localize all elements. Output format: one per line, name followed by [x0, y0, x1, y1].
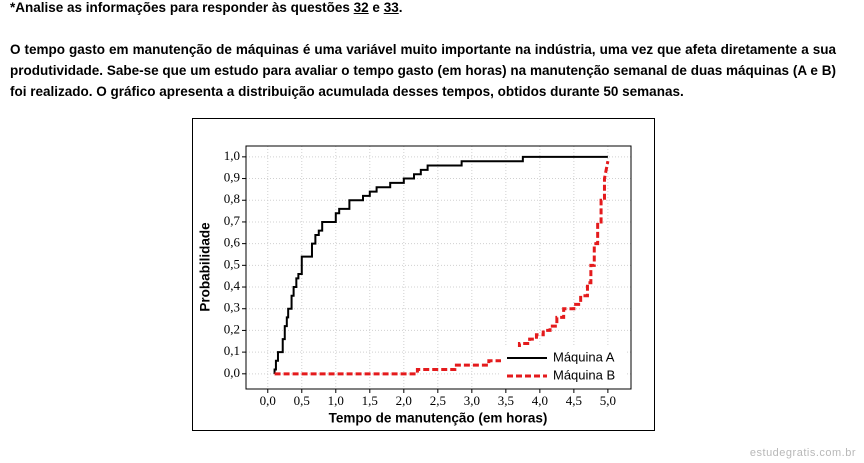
series-line — [274, 160, 610, 376]
header-text: *Analise as informações para responder à… — [10, 0, 354, 15]
x-tick-label: 2,5 — [430, 393, 446, 408]
x-axis-label: Tempo de manutenção (em horas) — [329, 411, 548, 426]
question-link: 32 — [353, 0, 369, 15]
y-tick-label: 0,7 — [224, 213, 241, 228]
x-tick-label: 1,0 — [328, 393, 344, 408]
x-tick-label: 0,5 — [294, 393, 310, 408]
header-text: e — [368, 0, 384, 15]
plot-frame — [245, 145, 632, 390]
x-tick-label: 2,0 — [396, 393, 412, 408]
watermark: estudegratis.com.br — [749, 447, 856, 459]
y-tick-label: 0,4 — [224, 278, 241, 293]
chart: Tempo de manutenção (em horas) Probabili… — [192, 118, 655, 431]
x-tick-label: 4,0 — [532, 393, 548, 408]
x-tick-label: 1,5 — [362, 393, 378, 408]
legend-label: Máquina A — [553, 349, 615, 364]
series-line — [273, 155, 608, 374]
header-text: . — [398, 0, 403, 15]
x-tick-label: 0,0 — [260, 393, 276, 408]
x-tick-label: 3,0 — [464, 393, 480, 408]
x-tick-label: 5,0 — [600, 393, 616, 408]
legend-label: Máquina B — [553, 367, 615, 382]
y-tick-label: 0,0 — [224, 365, 240, 380]
y-tick-label: 0,5 — [224, 256, 240, 271]
y-tick-label: 0,2 — [224, 321, 240, 336]
question-link: 33 — [383, 0, 399, 15]
y-tick-label: 0,9 — [224, 170, 240, 185]
x-tick-label: 4,5 — [566, 393, 582, 408]
y-tick-label: 0,3 — [224, 300, 240, 315]
y-tick-label: 1,0 — [224, 148, 240, 163]
paragraph: O tempo gasto em manutenção de máquinas … — [10, 42, 836, 99]
header: *Analise as informações para responder à… — [10, 0, 402, 15]
x-tick-label: 3,5 — [498, 393, 514, 408]
y-tick-label: 0,8 — [224, 191, 240, 206]
legend-box — [501, 347, 627, 387]
y-axis-label: Probabilidade — [198, 222, 213, 312]
y-tick-label: 0,1 — [224, 343, 240, 358]
y-tick-label: 0,6 — [224, 235, 241, 250]
